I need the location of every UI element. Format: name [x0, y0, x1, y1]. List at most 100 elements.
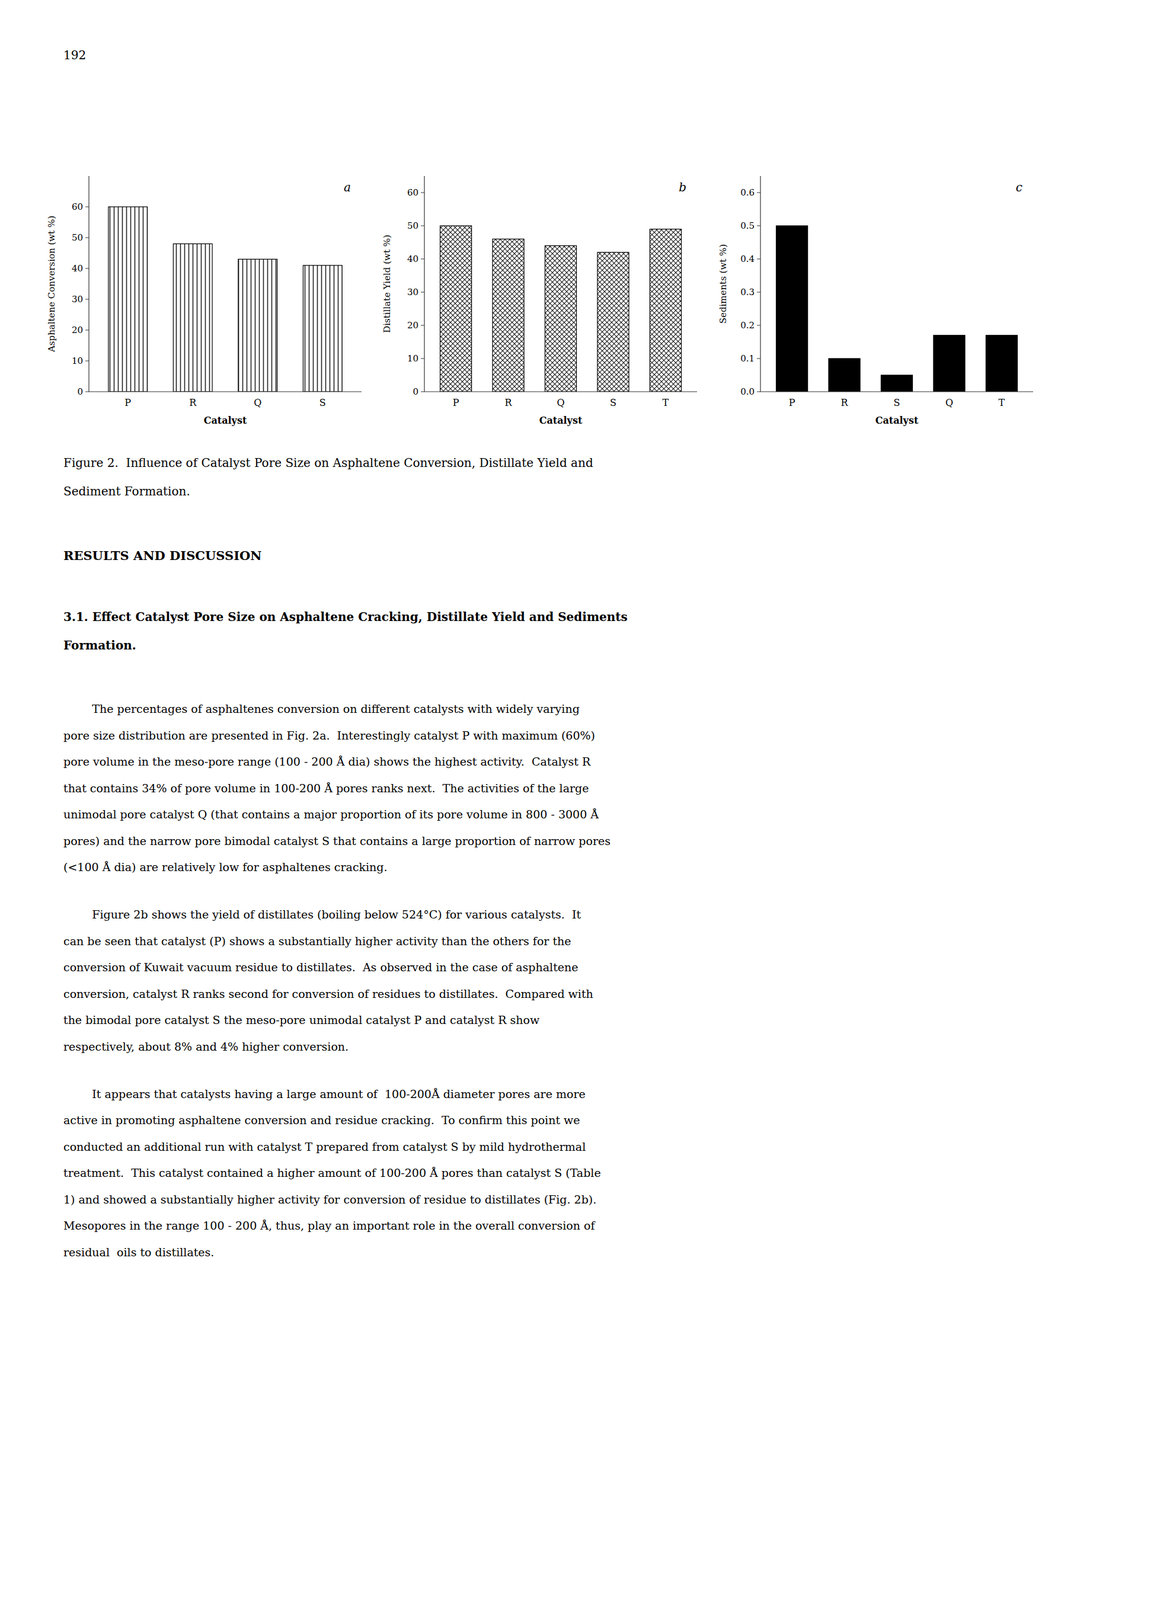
panel-label: b: [678, 180, 687, 195]
x-tick-label: T: [662, 397, 670, 409]
y-tick: [420, 192, 425, 194]
y-tick: [85, 237, 89, 239]
y-tick: [420, 325, 425, 326]
body-text: respectively, about 8% and 4% higher con…: [63, 1040, 349, 1054]
body-text: pore volume in the meso-pore range (100 …: [63, 755, 591, 769]
x-axis: [88, 391, 362, 392]
y-tick: [85, 299, 89, 300]
y-tick-label: 30: [71, 293, 83, 305]
bar-chart: 0.00.10.20.30.40.50.6PRSQTCatalystSedime…: [717, 176, 1034, 427]
body-text: conversion, catalyst R ranks second for …: [63, 987, 594, 1001]
y-tick-label: 50: [407, 220, 419, 232]
y-tick-label: 30: [407, 286, 419, 298]
bar: [544, 245, 577, 392]
bar: [776, 225, 808, 392]
y-tick: [756, 325, 761, 326]
bar: [238, 259, 278, 392]
x-tick-label: R: [189, 397, 197, 409]
bar: [828, 358, 861, 392]
panel-label: a: [343, 180, 351, 195]
y-tick: [420, 358, 425, 360]
body-text: pore size distribution are presented in …: [63, 729, 596, 743]
y-tick-label: 0.1: [740, 353, 755, 364]
section-heading: Formation.: [63, 638, 137, 653]
y-tick-label: 0.2: [740, 320, 755, 331]
y-tick-label: 40: [71, 263, 83, 274]
bar: [597, 252, 629, 392]
body-text: The percentages of asphaltenes conversio…: [63, 702, 580, 716]
y-tick-label: 40: [407, 253, 419, 265]
body-text: the bimodal pore catalyst S the meso-por…: [63, 1013, 540, 1027]
bar: [933, 335, 965, 392]
body-text: active in promoting asphaltene conversio…: [63, 1113, 581, 1127]
x-axis-label: Catalyst: [203, 414, 248, 427]
y-tick: [85, 206, 89, 208]
x-axis-label: Catalyst: [875, 414, 919, 427]
y-tick-label: 0.5: [740, 220, 755, 232]
x-axis-label: Catalyst: [539, 414, 583, 427]
heading: RESULTS AND DISCUSSION: [63, 548, 262, 564]
y-tick-label: 0.0: [740, 386, 755, 398]
y-tick: [85, 360, 89, 362]
bar: [985, 335, 1018, 392]
x-tick-label: S: [609, 397, 617, 409]
body-text: unimodal pore catalyst Q (that contains …: [63, 807, 599, 821]
bars: [108, 206, 343, 392]
bars: [776, 225, 1018, 392]
y-tick-label: 0.6: [740, 187, 755, 198]
bar: [440, 225, 472, 392]
x-tick-label: P: [452, 397, 460, 409]
bar-chart: 0102030405060PRQSCatalystAsphaltene Conv…: [46, 176, 362, 427]
x-tick-label: P: [124, 397, 131, 409]
y-tick: [420, 259, 425, 260]
bar: [173, 243, 213, 392]
x-tick-label: T: [998, 397, 1006, 409]
y-axis: [88, 176, 89, 392]
y-tick-label: 10: [71, 355, 83, 367]
y-tick-label: 20: [407, 320, 419, 331]
y-axis-label: Sediments (wt %): [717, 244, 729, 324]
x-axis: [760, 391, 1034, 392]
y-tick-label: 50: [71, 232, 83, 244]
y-tick-label: 0.3: [740, 286, 755, 298]
bar: [108, 206, 148, 392]
figure-caption: Sediment Formation.: [63, 484, 191, 499]
y-axis-label: Distillate Yield (wt %): [381, 234, 393, 334]
body-text: pores) and the narrow pore bimodal catal…: [63, 834, 611, 848]
y-tick: [85, 268, 89, 270]
bars: [440, 225, 682, 392]
y-tick: [756, 391, 761, 393]
y-axis: [423, 176, 425, 392]
body-text: conducted an additional run with catalys…: [63, 1140, 586, 1154]
y-tick: [756, 259, 761, 260]
x-tick-label: R: [505, 397, 513, 409]
body-text: that contains 34% of pore volume in 100-…: [63, 781, 590, 795]
body-text: residual oils to distillates.: [63, 1245, 214, 1259]
y-tick-label: 0: [412, 386, 419, 398]
y-tick-label: 60: [71, 201, 83, 213]
bar: [492, 238, 524, 392]
bar-chart: 0102030405060PRQSTCatalystDistillate Yie…: [381, 176, 698, 427]
x-tick-label: Q: [556, 397, 565, 409]
y-tick: [756, 192, 761, 194]
y-tick: [756, 292, 761, 293]
section-heading: 3.1. Effect Catalyst Pore Size on Asphal…: [63, 609, 628, 625]
x-tick-label: R: [841, 397, 849, 409]
bar: [302, 265, 343, 392]
y-axis-label: Asphaltene Conversion (wt %): [46, 215, 57, 353]
y-tick: [420, 225, 425, 227]
y-tick: [420, 292, 425, 293]
y-tick-label: 60: [407, 187, 419, 198]
body-text: Mesopores in the range 100 - 200 Å, thus…: [63, 1219, 596, 1233]
panel-label: c: [1015, 180, 1023, 195]
x-tick-label: P: [788, 397, 796, 409]
y-tick: [85, 330, 89, 331]
body-text: treatment. This catalyst contained a hig…: [63, 1166, 602, 1180]
bar: [649, 229, 682, 392]
y-tick: [756, 225, 761, 227]
page-number: 192: [63, 48, 86, 63]
body-text: can be seen that catalyst (P) shows a su…: [63, 934, 572, 948]
y-tick-label: 0: [77, 386, 83, 398]
y-tick-label: 0.4: [740, 253, 755, 265]
y-tick-label: 20: [71, 324, 83, 336]
